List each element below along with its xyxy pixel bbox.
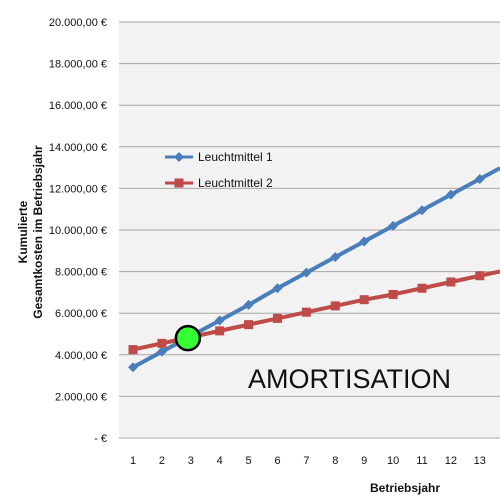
- data-point: [301, 307, 311, 317]
- y-tick-label: 8.000,00 €: [55, 267, 107, 279]
- y-axis-label-line2: Gesamtkosten im Betriebsjahr: [31, 145, 45, 319]
- y-tick-label: 4.000,00 €: [55, 350, 107, 362]
- x-tick-label: 13: [474, 455, 486, 467]
- data-point: [359, 236, 370, 247]
- x-tick-label: 11: [416, 455, 427, 467]
- data-point: [330, 301, 340, 311]
- y-tick-label: - €: [94, 433, 107, 445]
- legend-marker: [174, 178, 184, 188]
- y-axis-ticks: - € 2.000,00 € 4.000,00 € 6.000,00 € 8.000,0…: [49, 17, 107, 445]
- data-point: [417, 283, 427, 293]
- x-tick-label: 6: [274, 455, 280, 467]
- x-axis-label: Betriebsjahr: [370, 481, 440, 495]
- x-tick-label: 10: [387, 455, 399, 467]
- data-point: [417, 205, 427, 216]
- y-axis-label-line1: Kumulierte: [16, 200, 30, 263]
- x-tick-label: 2: [159, 455, 165, 467]
- x-tick-label: 9: [361, 455, 367, 467]
- x-tick-label: 3: [188, 455, 194, 467]
- data-point: [330, 252, 341, 263]
- x-tick-label: 1: [130, 455, 136, 467]
- data-point: [388, 289, 398, 299]
- data-point: [474, 174, 485, 185]
- data-point: [244, 320, 254, 330]
- y-tick-label: 16.000,00 €: [49, 100, 107, 112]
- data-point: [243, 299, 254, 310]
- data-point: [445, 189, 456, 200]
- x-tick-label: 4: [217, 455, 223, 467]
- data-point: [388, 220, 399, 231]
- legend-marker: [174, 152, 184, 162]
- annotation-text: AMORTISATION: [248, 364, 451, 394]
- data-point: [157, 338, 167, 348]
- intersection-layer: [174, 324, 202, 352]
- data-point: [359, 295, 369, 305]
- gridlines: [119, 21, 500, 439]
- data-point: [446, 277, 456, 287]
- data-point: [214, 315, 225, 326]
- x-tick-label: 5: [246, 455, 252, 467]
- data-point: [215, 326, 225, 336]
- y-tick-label: 14.000,00 €: [49, 142, 107, 154]
- y-tick-label: 20.000,00 €: [49, 17, 107, 29]
- y-tick-label: 10.000,00 €: [49, 225, 107, 237]
- legend-label: Leuchtmittel 2: [198, 176, 273, 190]
- legend-label: Leuchtmittel 1: [198, 150, 273, 164]
- x-tick-label: 12: [445, 455, 457, 467]
- data-point: [475, 271, 485, 281]
- y-tick-label: 2.000,00 €: [55, 391, 107, 403]
- y-tick-label: 12.000,00 €: [49, 183, 107, 195]
- data-point: [156, 346, 167, 357]
- y-tick-label: 6.000,00 €: [55, 308, 107, 320]
- x-axis-ticks: 1 2 3 4 5 6 7 8 9 10 11 12 13: [130, 455, 486, 467]
- data-point: [128, 362, 138, 373]
- amortization-point: [174, 324, 202, 352]
- x-tick-label: 8: [332, 455, 338, 467]
- x-tick-label: 7: [303, 455, 309, 467]
- y-tick-label: 18.000,00 €: [49, 59, 107, 71]
- data-point: [272, 283, 283, 294]
- data-point: [301, 267, 312, 278]
- legend: Leuchtmittel 1 Leuchtmittel 2: [165, 150, 273, 190]
- data-point: [273, 313, 282, 323]
- data-point: [128, 345, 138, 355]
